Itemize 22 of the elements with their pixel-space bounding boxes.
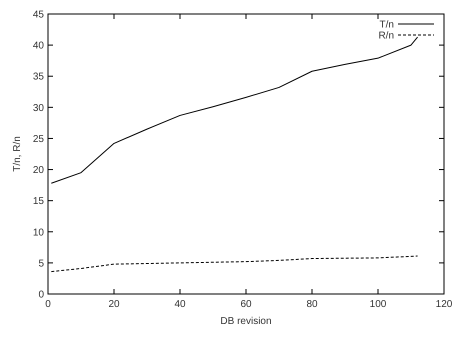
x-tick-label: 40 [174, 299, 186, 310]
y-tick-label: 15 [32, 196, 44, 208]
x-tick-label: 100 [370, 299, 387, 310]
y-tick-label: 0 [38, 290, 44, 300]
x-axis-title: DB revision [220, 316, 272, 327]
y-tick-label: 30 [32, 102, 44, 114]
y-tick-label: 5 [38, 258, 44, 270]
y-tick-label: 20 [32, 165, 44, 176]
x-tick-label: 20 [108, 299, 120, 310]
x-tick-label: 0 [45, 299, 52, 310]
y-axis-title: T/n, R/n [12, 136, 23, 172]
legend-label: T/n [380, 20, 394, 30]
y-tick-label: 45 [32, 10, 44, 20]
x-tick-label: 80 [306, 299, 318, 310]
line-series [50, 256, 418, 272]
y-tick-label: 40 [32, 40, 44, 52]
y-tick-label: 10 [32, 227, 44, 238]
y-tick-label: 25 [32, 134, 44, 145]
y-tick-label: 35 [32, 72, 44, 83]
legend-label: R/n [378, 30, 394, 42]
x-tick-label: 60 [240, 299, 252, 310]
x-tick-label: 120 [436, 299, 453, 310]
